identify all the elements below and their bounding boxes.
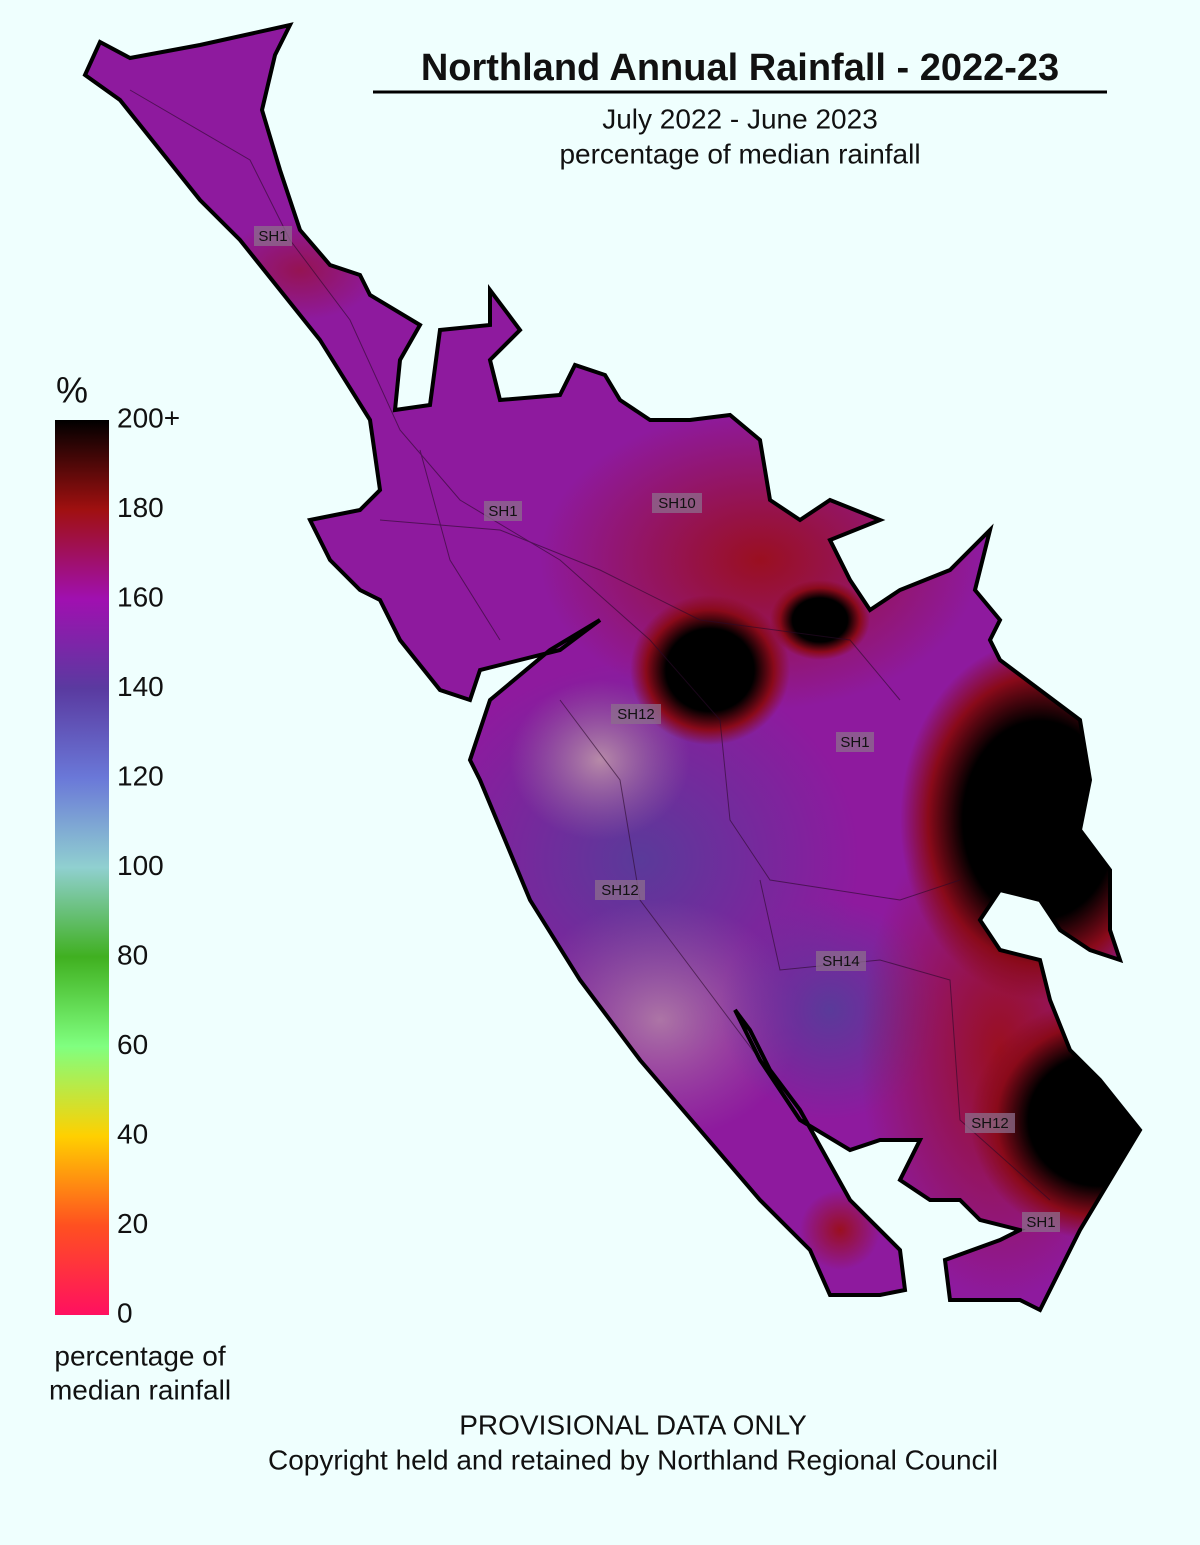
road-label: SH1 (488, 503, 517, 520)
road-label: SH1 (840, 734, 869, 751)
legend-unit: % (56, 370, 88, 411)
footer-note: Copyright held and retained by Northland… (268, 1444, 998, 1475)
rain-zone (770, 580, 870, 660)
rain-zone (900, 640, 1140, 1000)
subtitle: percentage of median rainfall (559, 138, 920, 169)
legend-tick-label: 160 (117, 581, 164, 612)
road-label-box (836, 732, 874, 752)
legend-tick-label: 200+ (117, 402, 180, 433)
legend-tick-label: 120 (117, 760, 164, 791)
legend-tick-label: 60 (117, 1029, 148, 1060)
rain-zone (970, 1000, 1140, 1240)
road-label: SH12 (971, 1115, 1009, 1132)
road-label-box (965, 1113, 1015, 1133)
legend-tick-label: 80 (117, 939, 148, 970)
road-label: SH1 (1026, 1214, 1055, 1231)
road-label-box (652, 493, 702, 513)
road-label: SH1 (258, 228, 287, 245)
road-label-box (595, 880, 645, 900)
road-label: SH10 (658, 495, 696, 512)
road-labels: SH1 SH1 SH10 SH12 SH1 SH12 SH14 SH12 SH1 (254, 226, 1060, 1232)
legend-tick-label: 40 (117, 1118, 148, 1149)
legend-tick-label: 20 (117, 1208, 148, 1239)
road-label-box (484, 501, 522, 521)
legend-caption: percentage of (54, 1340, 225, 1371)
road-label-box (816, 951, 866, 971)
legend: % percentage of median rainfall 200+ 180 1… (49, 370, 231, 1406)
rain-zone (220, 220, 380, 320)
legend-tick-label: 140 (117, 671, 164, 702)
road-label: SH14 (822, 953, 860, 970)
subtitle: July 2022 - June 2023 (602, 103, 878, 134)
rain-zone (630, 595, 790, 745)
legend-tick-label: 0 (117, 1297, 133, 1328)
road-label: SH12 (601, 882, 639, 899)
color-bar (55, 420, 109, 1315)
road-label-box (1022, 1212, 1060, 1232)
legend-caption: median rainfall (49, 1374, 231, 1405)
footer-note: PROVISIONAL DATA ONLY (459, 1409, 807, 1440)
legend-tick-label: 100 (117, 850, 164, 881)
road-label-box (611, 704, 661, 724)
road-label-box (254, 226, 292, 246)
legend-tick-label: 180 (117, 492, 164, 523)
title: Northland Annual Rainfall - 2022-23 (421, 47, 1059, 89)
road-label: SH12 (617, 706, 655, 723)
